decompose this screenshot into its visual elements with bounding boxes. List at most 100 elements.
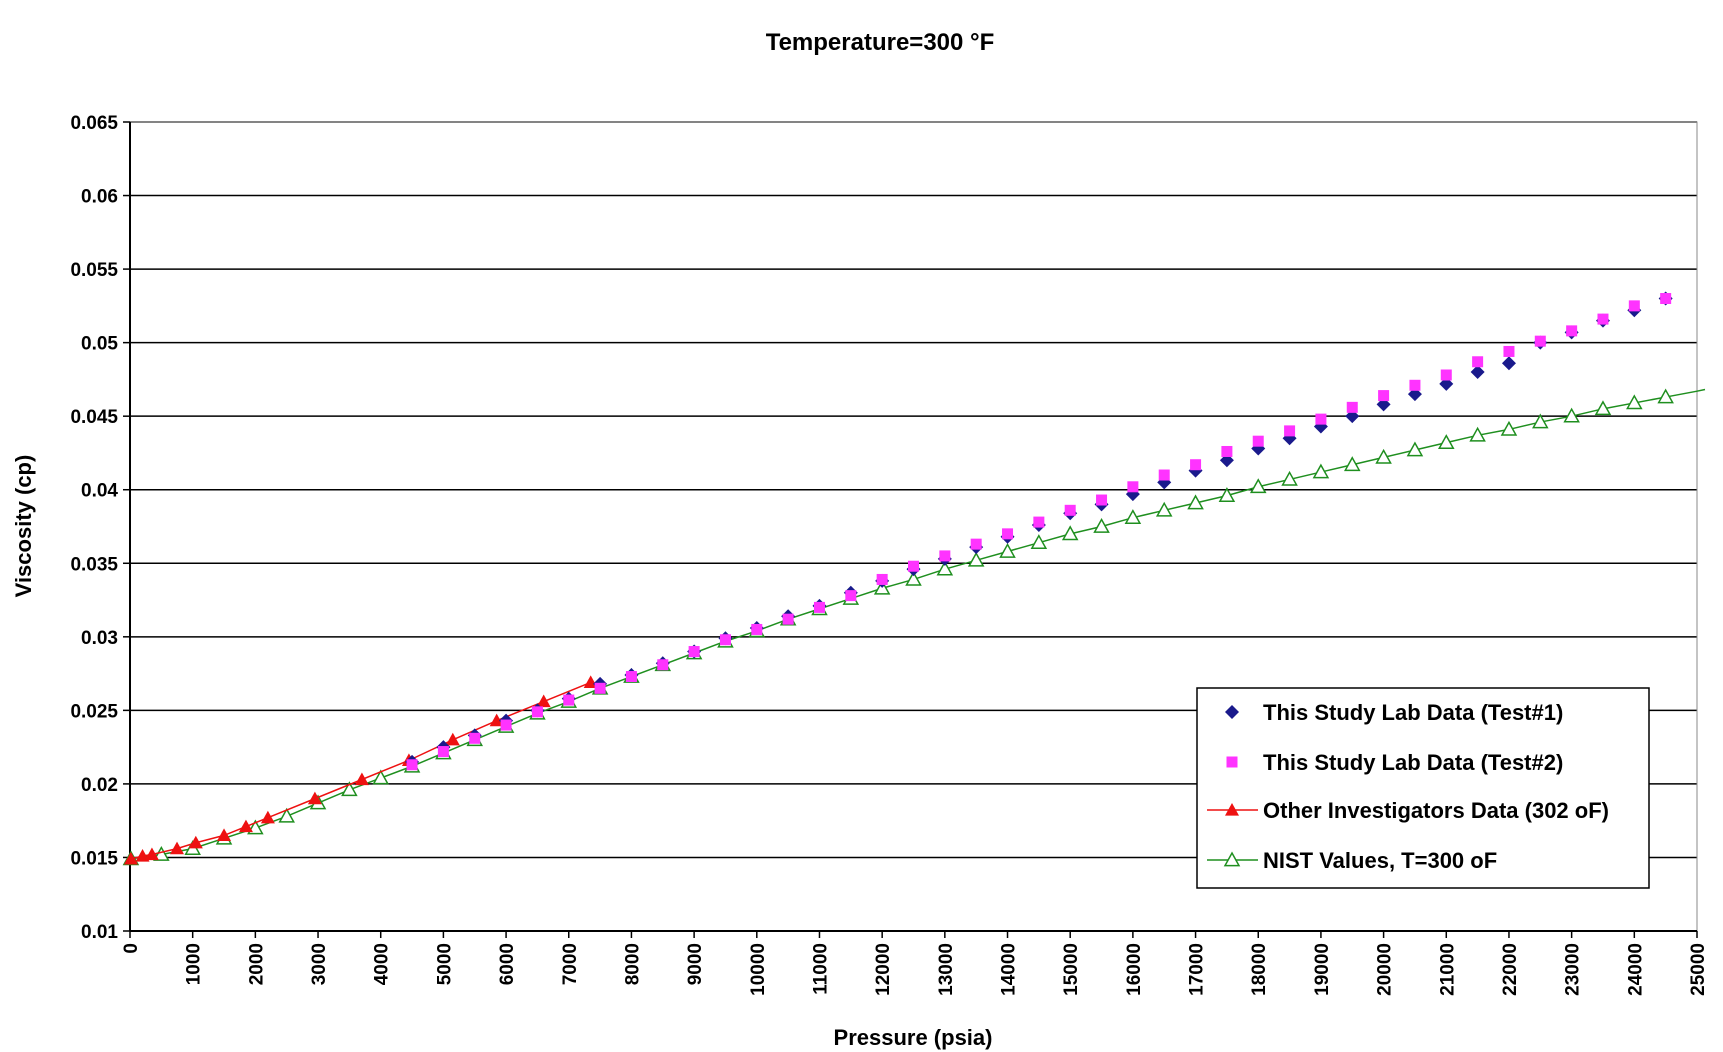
data-point: [1064, 504, 1076, 516]
data-point: [406, 759, 418, 771]
data-point: [1472, 356, 1484, 368]
x-tick-label: 10000: [748, 943, 769, 996]
x-tick-label: 9000: [685, 943, 706, 985]
data-point: [1378, 390, 1390, 402]
data-point: [625, 671, 637, 683]
data-point: [1190, 459, 1202, 471]
data-point: [1093, 517, 1110, 533]
series-layer: [122, 291, 1706, 866]
data-point: [445, 732, 460, 746]
data-point: [999, 542, 1016, 558]
y-tick-label: 0.01: [81, 922, 118, 943]
data-point: [260, 810, 275, 824]
data-point: [1030, 534, 1048, 550]
data-point: [278, 807, 295, 823]
x-tick-label: 3000: [309, 943, 330, 985]
data-point: [1061, 525, 1079, 541]
x-tick-label: 17000: [1187, 943, 1208, 996]
data-point: [1343, 456, 1361, 472]
x-tick-label: 20000: [1375, 943, 1396, 996]
data-point: [1346, 401, 1358, 413]
data-point: [1626, 394, 1643, 410]
legend-item: NIST Values, T=300 oF: [1207, 848, 1497, 873]
data-point: [531, 706, 543, 718]
data-point: [1158, 469, 1170, 481]
data-point: [341, 781, 358, 797]
data-point: [1312, 463, 1330, 479]
series-2: [406, 293, 1672, 771]
data-point: [1566, 325, 1578, 337]
legend-label: This Study Lab Data (Test#1): [1263, 700, 1563, 725]
legend-marker: [1225, 705, 1239, 719]
y-tick-label: 0.02: [81, 775, 118, 796]
x-tick-label: 24000: [1625, 943, 1646, 996]
x-tick-label: 15000: [1061, 943, 1082, 996]
data-point: [170, 841, 185, 855]
data-point: [238, 819, 253, 833]
x-tick-label: 8000: [622, 943, 643, 985]
y-tick-label: 0.055: [70, 260, 118, 281]
data-point: [1218, 487, 1236, 502]
x-axis-title: Pressure (psia): [834, 1025, 993, 1050]
legend-label: This Study Lab Data (Test#2): [1263, 750, 1563, 775]
y-tick-label: 0.025: [70, 701, 118, 722]
data-point: [536, 694, 551, 708]
data-point: [1409, 379, 1421, 391]
data-point: [1500, 420, 1518, 436]
data-point: [144, 847, 159, 861]
data-point: [657, 659, 669, 671]
data-point: [908, 560, 919, 572]
legend-label: NIST Values, T=300 oF: [1263, 848, 1497, 873]
y-tick-label: 0.065: [70, 113, 118, 134]
data-point: [936, 560, 954, 576]
x-tick-label: 5000: [434, 943, 455, 985]
data-point: [1563, 407, 1580, 423]
data-point: [1375, 448, 1392, 464]
data-point: [1594, 400, 1612, 416]
data-point: [1532, 413, 1549, 429]
data-point: [1221, 445, 1233, 457]
legend-marker: [1225, 803, 1239, 816]
data-point: [1469, 426, 1486, 442]
data-point: [123, 851, 138, 865]
legend-marker: [1226, 756, 1238, 768]
data-point: [1470, 365, 1485, 380]
x-tick-label: 16000: [1124, 943, 1145, 996]
y-tick-label: 0.04: [81, 481, 118, 502]
legend: This Study Lab Data (Test#1) This Study L…: [1196, 687, 1650, 889]
data-point: [1155, 501, 1173, 517]
data-point: [1501, 356, 1516, 371]
x-tick-label: 1000: [184, 943, 205, 985]
x-tick-label: 14000: [999, 943, 1020, 996]
data-point: [1249, 478, 1267, 494]
x-tick-label: 18000: [1249, 943, 1270, 996]
data-point: [1252, 435, 1264, 447]
data-point: [845, 590, 857, 602]
data-point: [967, 551, 985, 567]
data-point: [1438, 434, 1455, 450]
data-point: [939, 550, 951, 562]
data-point: [719, 634, 731, 646]
x-tick-label: 19000: [1312, 943, 1333, 996]
data-point: [782, 613, 794, 625]
x-tick-label: 23000: [1563, 943, 1584, 996]
data-point: [1281, 470, 1298, 486]
data-point: [1187, 494, 1204, 510]
x-tick-label: 12000: [873, 943, 894, 996]
x-tick-label: 13000: [936, 943, 957, 996]
data-point: [1315, 413, 1327, 425]
y-tick-label: 0.045: [70, 407, 118, 428]
x-tick-label: 4000: [372, 943, 393, 985]
chart-title: Temperature=300 °F: [766, 29, 995, 56]
data-point: [813, 601, 825, 613]
y-tick-label: 0.035: [70, 554, 118, 575]
data-point: [1033, 516, 1045, 528]
data-point: [500, 719, 512, 731]
data-point: [1657, 388, 1674, 404]
data-point: [1127, 481, 1139, 493]
data-point: [751, 623, 763, 635]
x-tick-label: 6000: [497, 943, 518, 985]
legend-box: [1196, 687, 1650, 889]
data-point: [1096, 494, 1108, 506]
